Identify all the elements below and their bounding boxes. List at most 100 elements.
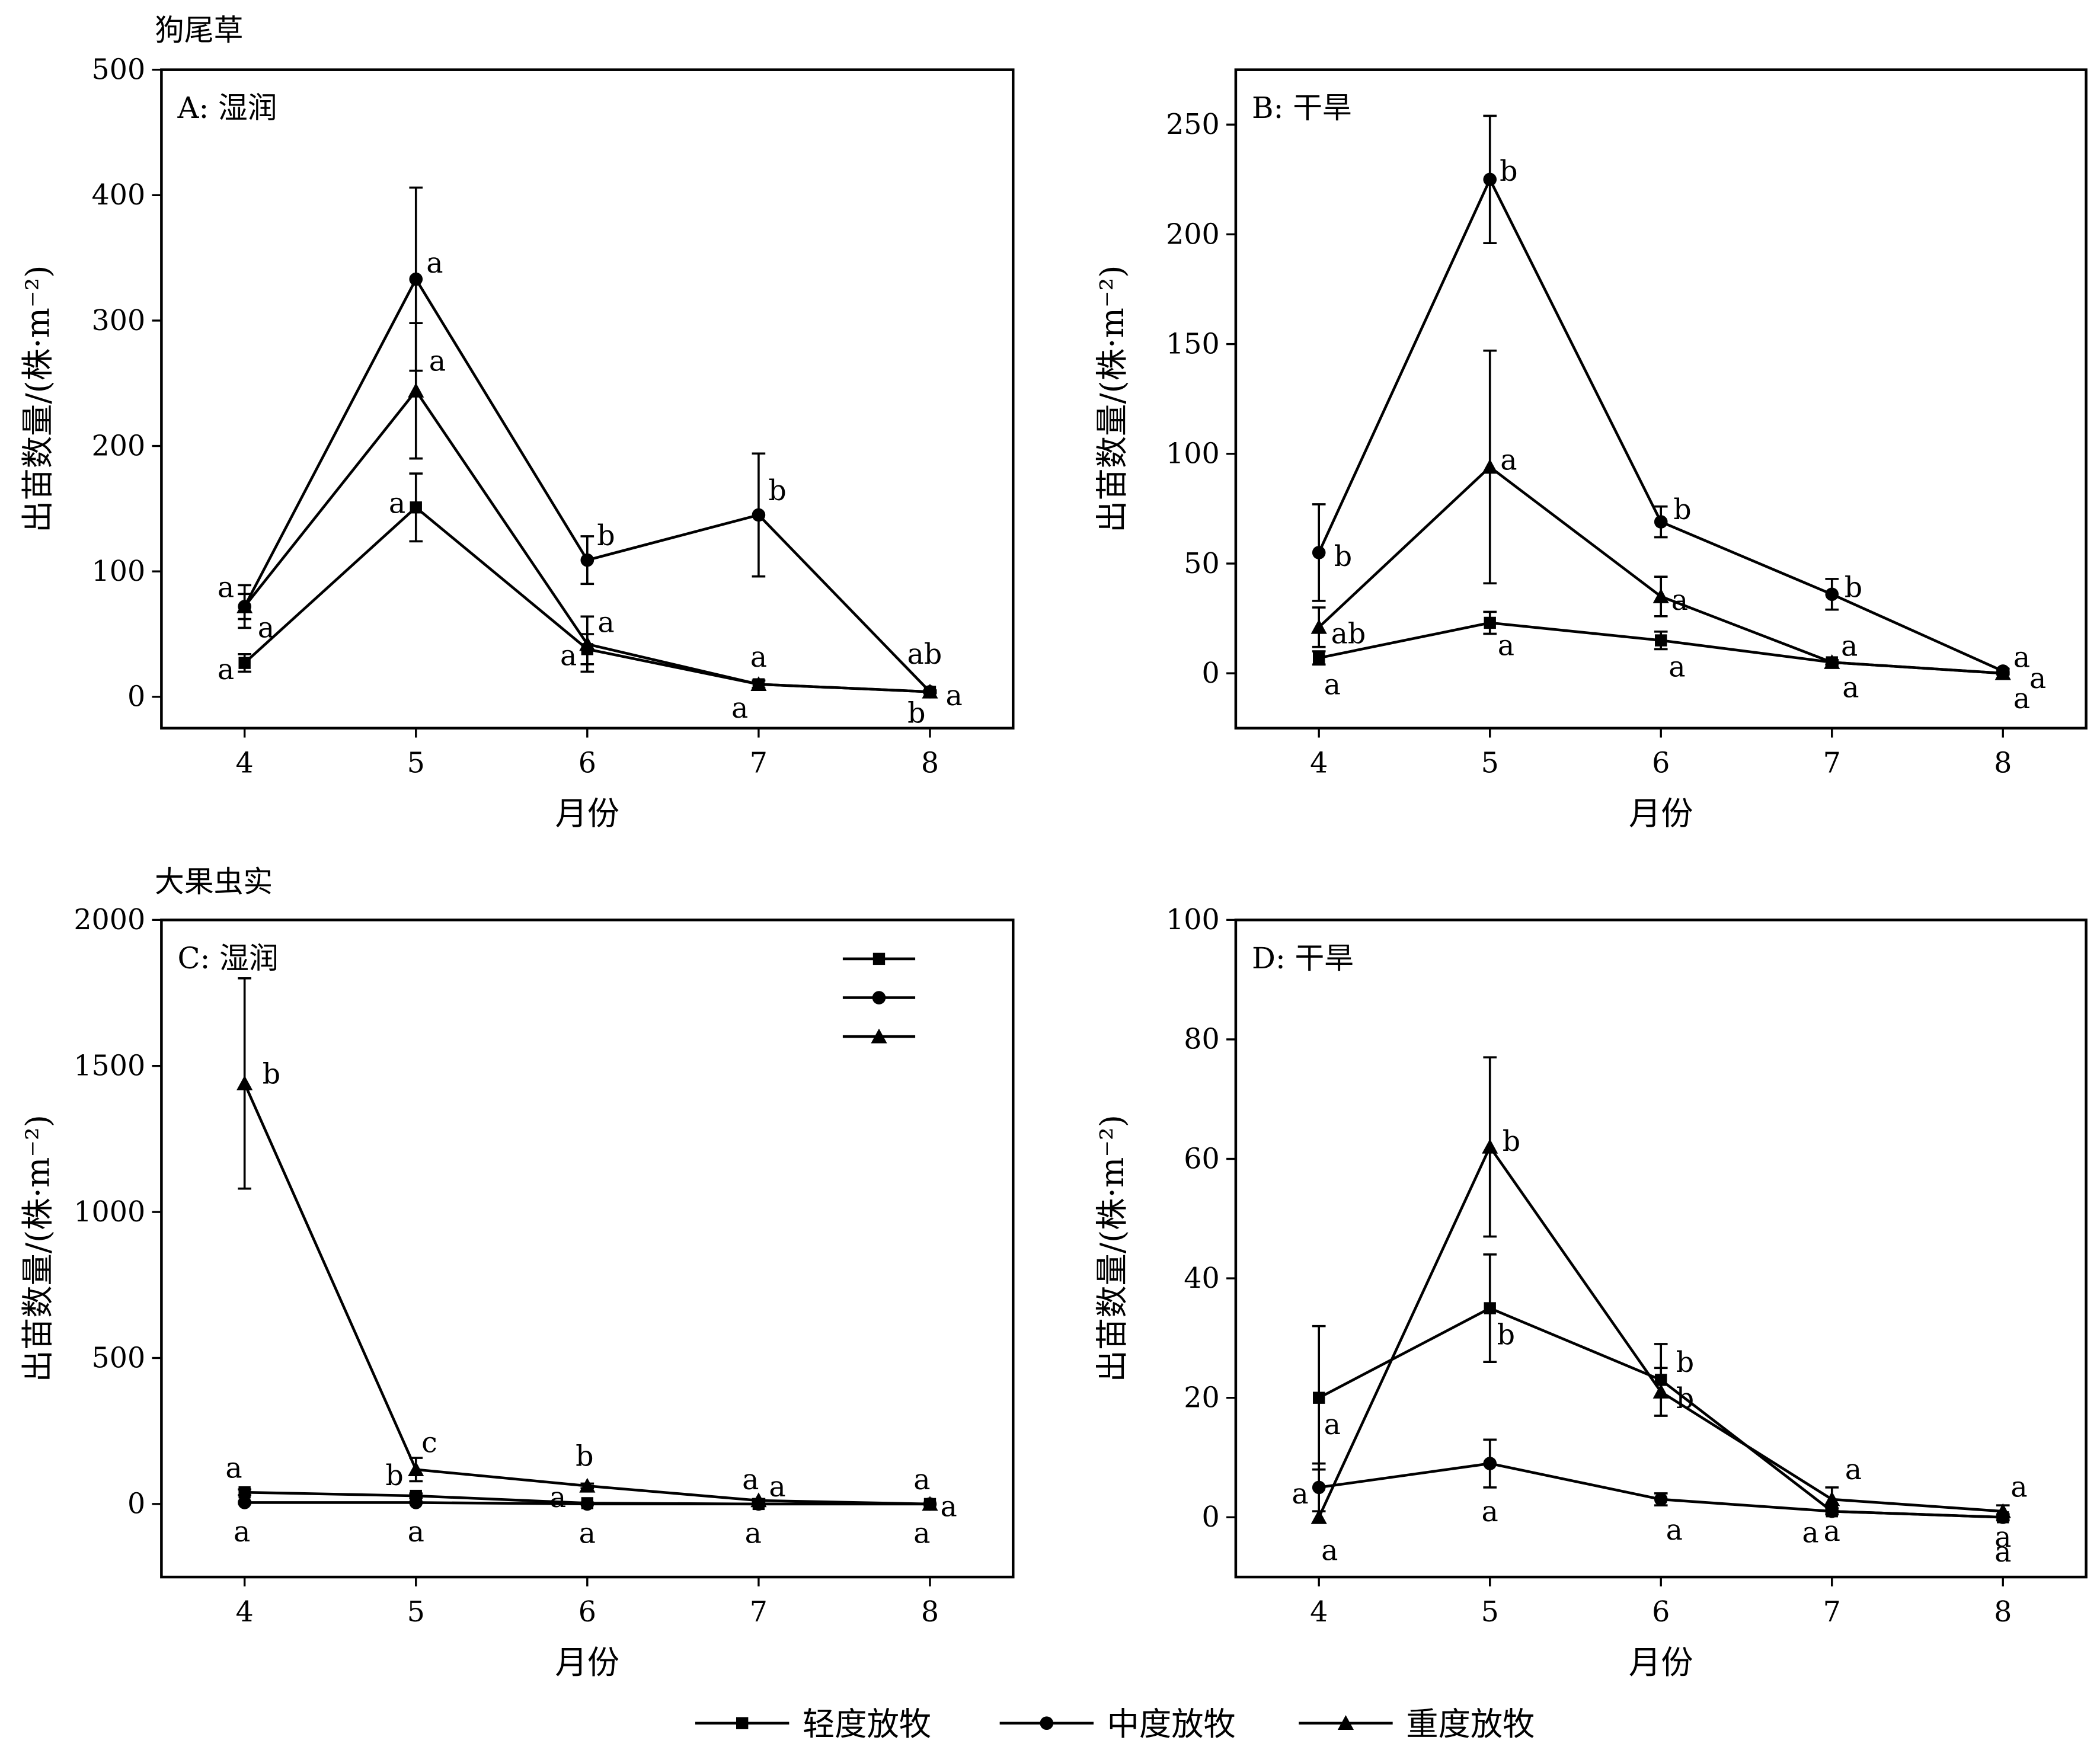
x-tick-label: 7	[750, 747, 768, 779]
data-point	[1652, 588, 1669, 603]
data-point	[409, 272, 423, 286]
significance-label: a	[560, 640, 577, 673]
y-tick-label: 0	[1202, 1501, 1220, 1534]
panel-label: D: 干旱	[1252, 941, 1354, 975]
inset-legend	[842, 952, 916, 1044]
significance-label: b	[768, 475, 786, 507]
significance-label: a	[769, 1471, 785, 1503]
data-point	[1825, 587, 1839, 602]
significance-label: a	[1802, 1517, 1818, 1549]
significance-label: a	[1321, 1535, 1338, 1567]
data-point	[236, 598, 253, 613]
y-tick-label: 500	[92, 54, 146, 87]
data-point	[1994, 1503, 2011, 1518]
data-point	[1313, 1391, 1325, 1404]
significance-label: a	[549, 1482, 566, 1514]
data-point	[1484, 1302, 1496, 1314]
significance-label: a	[2013, 642, 2030, 674]
data-point	[1824, 1491, 1840, 1506]
x-tick-label: 8	[1994, 1596, 2012, 1629]
significance-label: b	[597, 520, 615, 552]
significance-label: a	[745, 1518, 762, 1550]
significance-label: a	[408, 1516, 424, 1549]
data-point	[1483, 172, 1497, 187]
y-tick-label: 200	[92, 430, 146, 462]
x-tick-label: 4	[1310, 747, 1328, 779]
significance-label: a	[1324, 1409, 1341, 1441]
data-point	[750, 676, 767, 691]
y-axis-label: 出苗数量/(株·m⁻²)	[19, 265, 56, 533]
y-tick-label: 80	[1184, 1023, 1219, 1056]
y-tick-label: 0	[127, 681, 145, 714]
significance-label: a	[742, 1464, 759, 1496]
data-point	[1654, 1492, 1668, 1506]
x-tick-label: 5	[1481, 1596, 1499, 1629]
y-tick-label: 0	[1202, 657, 1220, 690]
y-tick-label: 60	[1184, 1143, 1219, 1175]
significance-label: a	[946, 680, 963, 712]
legend-marker	[1040, 1716, 1054, 1730]
x-tick-label: 6	[578, 747, 596, 779]
x-tick-label: 6	[1652, 747, 1670, 779]
legend: 轻度放牧 中度放牧 重度放牧	[695, 1706, 1535, 1743]
y-tick-label: 100	[1166, 904, 1220, 936]
significance-label: ab	[907, 638, 942, 671]
data-point	[236, 1075, 253, 1090]
significance-label: b	[1676, 1346, 1694, 1379]
y-tick-label: 500	[92, 1342, 146, 1374]
significance-label: b	[907, 697, 925, 730]
significance-label: a	[1994, 1521, 2011, 1554]
y-tick-label: 400	[92, 179, 146, 212]
significance-label: a	[1292, 1478, 1308, 1511]
data-point	[752, 508, 766, 522]
significance-label: b	[576, 1440, 593, 1473]
x-axis-label: 月份	[555, 1644, 620, 1681]
significance-label: a	[913, 1518, 930, 1550]
legend-label: 中度放牧	[1107, 1706, 1236, 1743]
significance-label: a	[579, 1518, 596, 1550]
significance-label: b	[1845, 571, 1862, 604]
panel-label: A: 湿润	[177, 91, 277, 125]
data-point	[1312, 1480, 1326, 1495]
significance-label: a	[1994, 1536, 2011, 1569]
data-point	[1312, 546, 1326, 559]
x-tick-label: 6	[578, 1596, 596, 1629]
significance-label: a	[1824, 1515, 1840, 1548]
significance-label: a	[913, 1464, 930, 1496]
x-tick-label: 8	[921, 1596, 939, 1629]
significance-label: a	[389, 487, 405, 520]
data-point	[1482, 459, 1498, 474]
significance-label: c	[421, 1426, 437, 1459]
group-label-setaria: 狗尾草	[155, 13, 243, 47]
x-tick-label: 4	[1310, 1596, 1328, 1629]
x-tick-label: 5	[407, 747, 425, 779]
data-point	[922, 1496, 938, 1511]
significance-label: b	[1503, 1125, 1520, 1158]
significance-label: b	[263, 1058, 280, 1090]
y-tick-label: 250	[1166, 108, 1220, 141]
significance-label: ab	[1331, 618, 1366, 651]
y-tick-label: 50	[1184, 548, 1219, 580]
data-point	[579, 1477, 596, 1493]
x-tick-label: 5	[407, 1596, 425, 1629]
inset-legend-marker	[871, 1028, 887, 1044]
data-point	[1310, 1509, 1327, 1524]
legend-label: 重度放牧	[1406, 1706, 1535, 1743]
y-axis-label: 出苗数量/(株·m⁻²)	[19, 1115, 56, 1382]
data-point	[410, 501, 422, 514]
y-tick-label: 200	[1166, 218, 1220, 251]
y-tick-label: 0	[127, 1488, 145, 1521]
significance-label: a	[225, 1452, 242, 1485]
data-point	[1654, 515, 1668, 529]
significance-label: a	[258, 612, 274, 644]
significance-label: a	[1841, 630, 1858, 663]
data-point	[1652, 1384, 1669, 1399]
data-point	[580, 553, 594, 567]
data-point	[1655, 634, 1667, 647]
data-point	[1484, 616, 1496, 629]
data-point	[1313, 652, 1325, 664]
y-tick-label: 300	[92, 305, 146, 337]
significance-label: a	[1498, 629, 1514, 662]
